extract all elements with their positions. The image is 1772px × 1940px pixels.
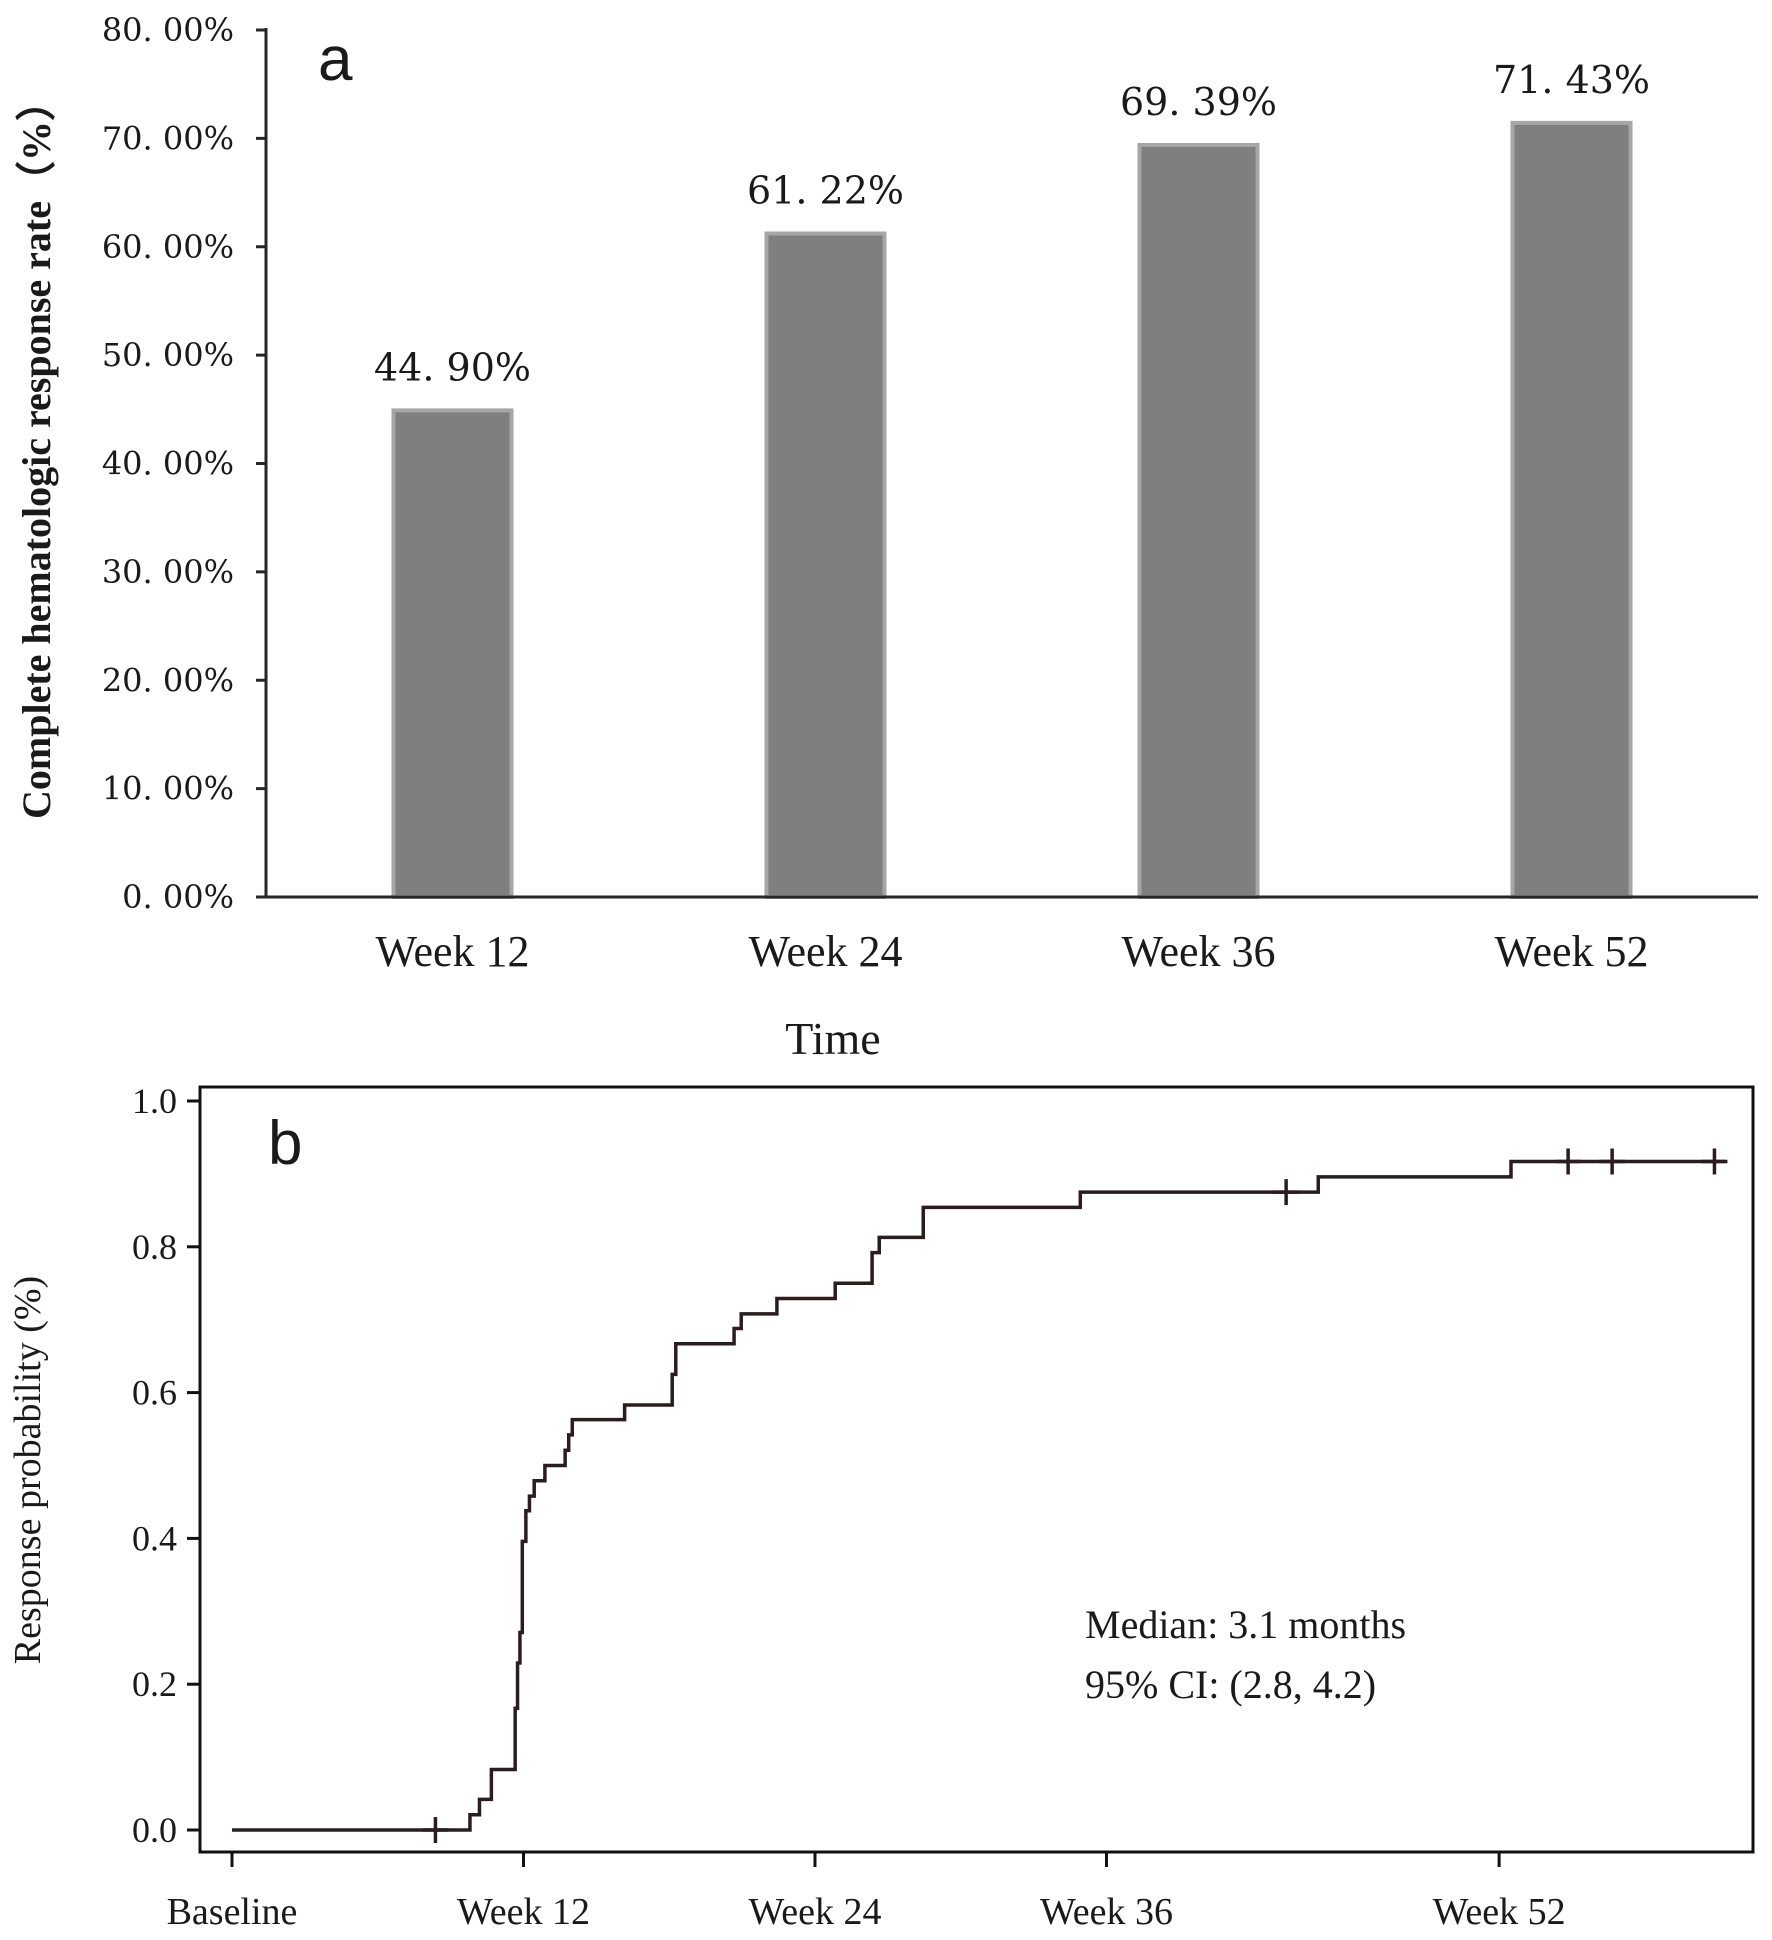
value-labels: 44. 90% 61. 22% 69. 39% 71. 43% [374,58,1650,390]
x-tick-label: Week 36 [1121,927,1275,976]
response-curve [232,1159,1726,1832]
response-curve-panel: b 0.0 0.2 0.4 0.6 0.8 1.0 Baseline Week 12 Week… [7,1081,1755,1933]
y-axis-title: Response probability (%) [7,1276,49,1664]
bar-value-label: 61. 22% [747,169,904,213]
x-axis-ticks: Baseline Week 12 Week 24 Week 36 Week 52 [167,1852,1566,1933]
y-tick-label: 0. 00% [122,878,234,916]
ci-annotation: 95% CI: (2.8, 4.2) [1085,1662,1376,1707]
censor-marks [422,1148,1728,1843]
y-tick-label: 0.0 [132,1810,177,1850]
bar [1510,120,1633,899]
y-tick-label: 80. 00% [102,11,234,49]
plot-frame [198,1085,1755,1854]
y-tick-label: 20. 00% [102,661,234,699]
x-tick-label: Week 24 [748,1891,881,1933]
y-axis-ticks: 0. 00% 10. 00% 20. 00% 30. 00% 40. 00% 50. 00… [102,11,266,916]
x-tick-label: Week 36 [1040,1891,1173,1933]
y-tick-label: 70. 00% [102,119,234,157]
y-tick-label: 10. 00% [102,770,234,808]
x-tick-label: Baseline [167,1891,298,1933]
bar-value-label: 69. 39% [1120,80,1277,124]
censor-mark [1555,1148,1582,1175]
x-tick-label: Week 52 [1494,927,1648,976]
y-tick-label: 30. 00% [102,553,234,591]
y-tick-label: 0.2 [132,1664,177,1704]
panel-label-b: b [268,1109,302,1178]
bar-value-label: 44. 90% [374,345,531,389]
x-tick-label: Week 24 [748,927,902,976]
y-tick-label: 0.4 [132,1518,177,1558]
y-tick-label: 40. 00% [102,445,234,483]
x-axis-ticks: Week 12 Week 24 Week 36 Week 52 [375,927,1648,976]
x-tick-label: Week 12 [457,1891,590,1933]
censor-mark [422,1817,449,1843]
x-tick-label: Week 52 [1433,1891,1566,1933]
bar [764,231,887,899]
censor-mark [1273,1179,1300,1206]
censor-mark [1599,1148,1626,1175]
bar-value-label: 71. 43% [1493,58,1650,102]
bars [391,120,1633,899]
y-tick-label: 1.0 [132,1081,177,1121]
bar-chart-panel: a 0. 00% 10. 00% 20. 00% 30. 00% 40. 00% 50. … [14,11,1758,1064]
bar [391,408,514,899]
bar [1137,142,1260,899]
y-axis-ticks: 0.0 0.2 0.4 0.6 0.8 1.0 [132,1081,200,1850]
y-tick-label: 0.6 [132,1373,177,1413]
y-axis-title: Complete hematologic response rate（%） [14,81,59,819]
y-tick-label: 50. 00% [102,336,234,374]
x-tick-label: Week 12 [375,927,529,976]
x-axis-title: Time [785,1013,880,1064]
censor-mark [1701,1148,1728,1175]
median-annotation: Median: 3.1 months [1085,1602,1406,1647]
y-tick-label: 60. 00% [102,228,234,266]
y-tick-label: 0.8 [132,1227,177,1267]
panel-label-a: a [318,25,353,94]
